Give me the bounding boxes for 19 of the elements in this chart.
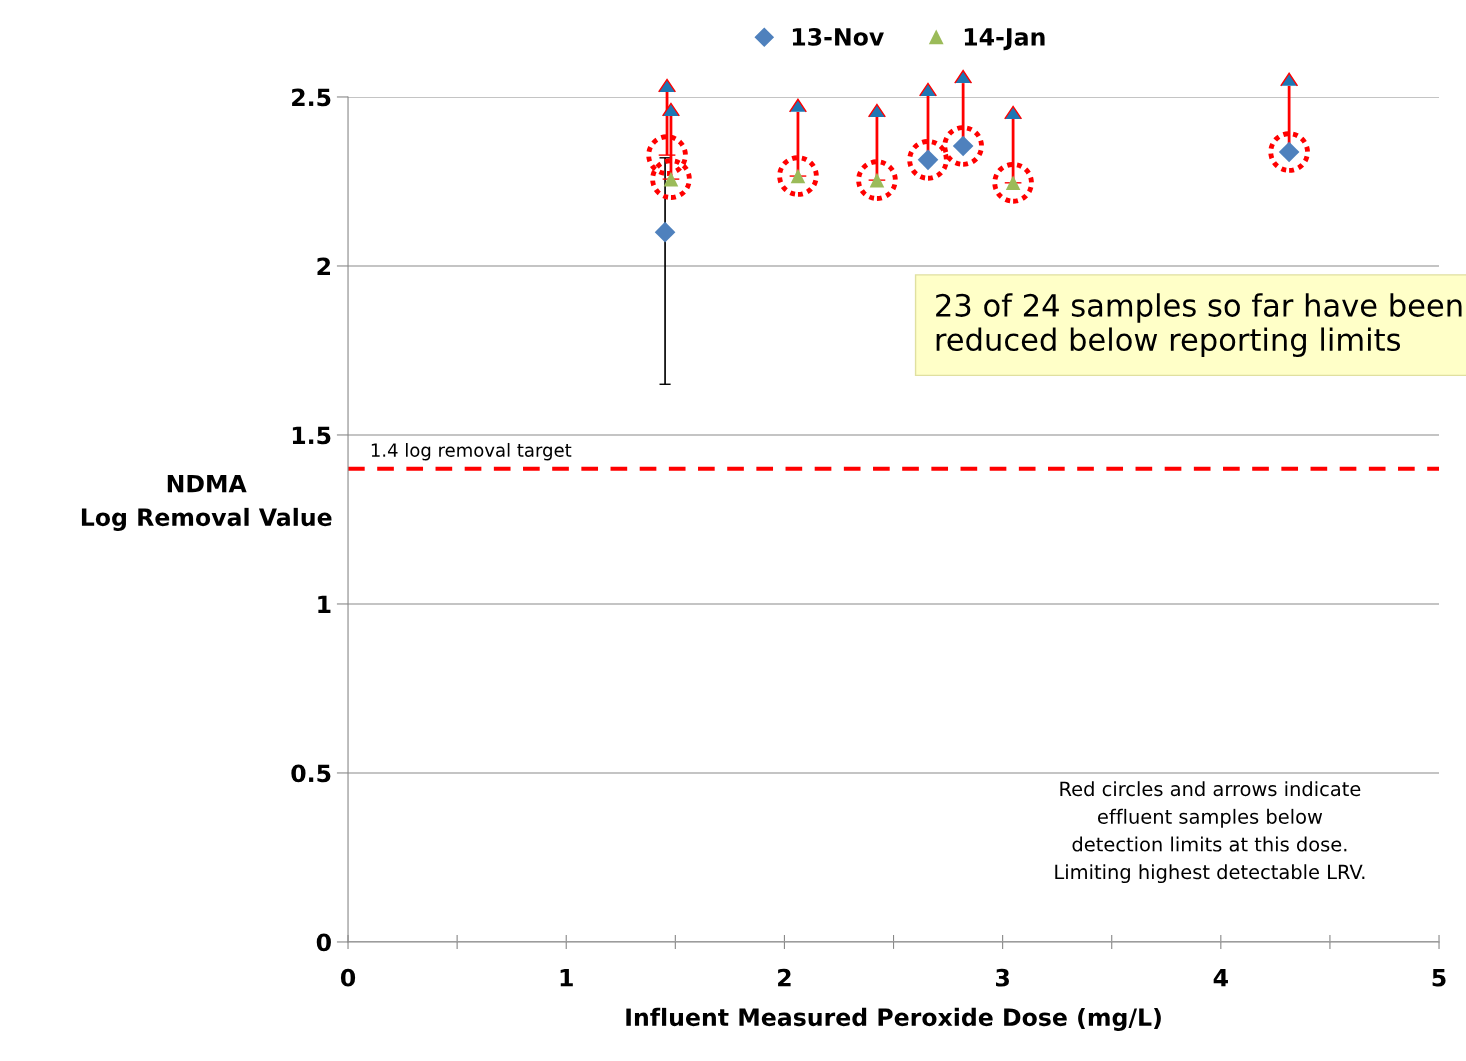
x-tick-label: 4	[1213, 969, 1228, 987]
annotation: 23 of 24 samples so far have been reduced below reporting limits	[936, 293, 1462, 358]
y-tick-label: 0.5	[291, 764, 331, 783]
annotation: Red circles and arrows indicate effluent samples below detection limits at this dose. Limiting highest detectable LRV.	[1055, 781, 1365, 884]
x-tick-label: 0	[340, 968, 356, 987]
x-axis-title: Influent Measured Peroxide Dose (mg/L)	[626, 1007, 1161, 1031]
x-tick-label: 5	[1432, 969, 1446, 987]
legend-label: 14-Jan	[964, 28, 1045, 51]
x-tick-label: 3	[995, 968, 1009, 987]
x-tick-label: 1	[560, 969, 573, 987]
y-tick-label: 0	[316, 933, 331, 952]
y-tick-label: 1	[318, 595, 331, 613]
y-axis-title: NDMA Log Removal Value	[81, 474, 332, 531]
ref-line-label: 1.4 log removal target	[371, 442, 572, 461]
y-tick-label: 1.5	[292, 426, 331, 445]
y-tick-label: 2.5	[292, 88, 331, 107]
x-tick-label: 2	[778, 968, 791, 987]
y-tick-label: 2	[317, 257, 330, 275]
legend-label: 13-Nov	[792, 27, 884, 46]
